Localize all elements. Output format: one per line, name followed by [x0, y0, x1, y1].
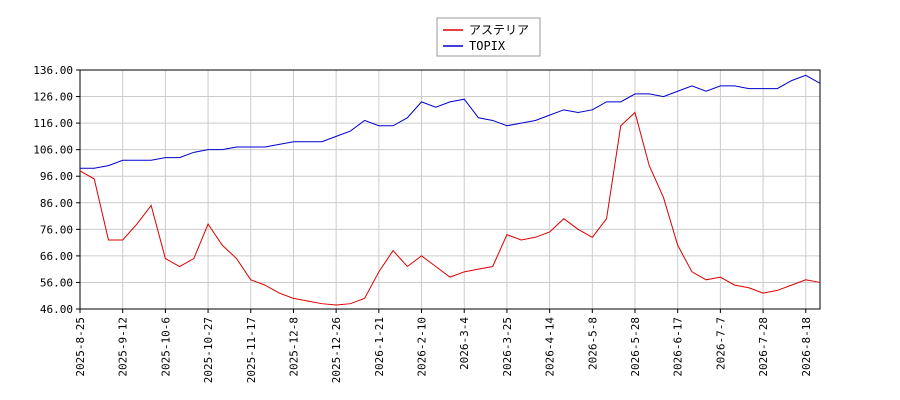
- x-tick-label: 2026-3-4: [458, 317, 471, 370]
- x-tick-label: 2026-8-18: [800, 317, 813, 377]
- y-tick-label: 106.00: [33, 144, 73, 157]
- legend-label: アステリア: [469, 23, 529, 37]
- plot-frame: [79, 69, 821, 310]
- x-tick-label: 2026-5-28: [629, 317, 642, 377]
- x-tick-label: 2025-9-12: [117, 317, 130, 377]
- y-tick-label: 56.00: [40, 276, 73, 289]
- x-tick-label: 2025-8-25: [74, 317, 87, 377]
- y-tick-label: 76.00: [40, 223, 73, 236]
- x-tick-label: 2026-2-10: [416, 317, 429, 377]
- x-tick-label: 2026-5-8: [586, 317, 599, 370]
- x-tick-label: 2026-3-25: [501, 317, 514, 377]
- y-tick-label: 136.00: [33, 64, 73, 77]
- x-tick-label: 2026-6-17: [672, 317, 685, 377]
- x-tick-label: 2026-1-21: [373, 317, 386, 377]
- legend-label: TOPIX: [469, 39, 506, 53]
- x-tick-label: 2025-10-27: [202, 317, 215, 383]
- y-tick-label: 86.00: [40, 197, 73, 210]
- series-line: [79, 111, 821, 306]
- y-tick-label: 96.00: [40, 170, 73, 183]
- y-tick-label: 126.00: [33, 91, 73, 104]
- x-tick-label: 2025-10-6: [159, 317, 172, 377]
- x-tick-label: 2026-7-28: [757, 317, 770, 377]
- y-tick-label: 46.00: [40, 303, 73, 316]
- legend-box: [436, 17, 541, 57]
- x-tick-label: 2025-12-8: [287, 317, 300, 377]
- series-line: [80, 74, 821, 169]
- x-tick-label: 2026-7-7: [714, 317, 727, 370]
- y-tick-label: 116.00: [33, 117, 73, 130]
- x-tick-label: 2026-4-14: [544, 317, 557, 377]
- y-tick-label: 66.00: [40, 250, 73, 263]
- x-tick-label: 2025-11-17: [245, 317, 258, 383]
- x-tick-label: 2025-12-26: [330, 317, 343, 383]
